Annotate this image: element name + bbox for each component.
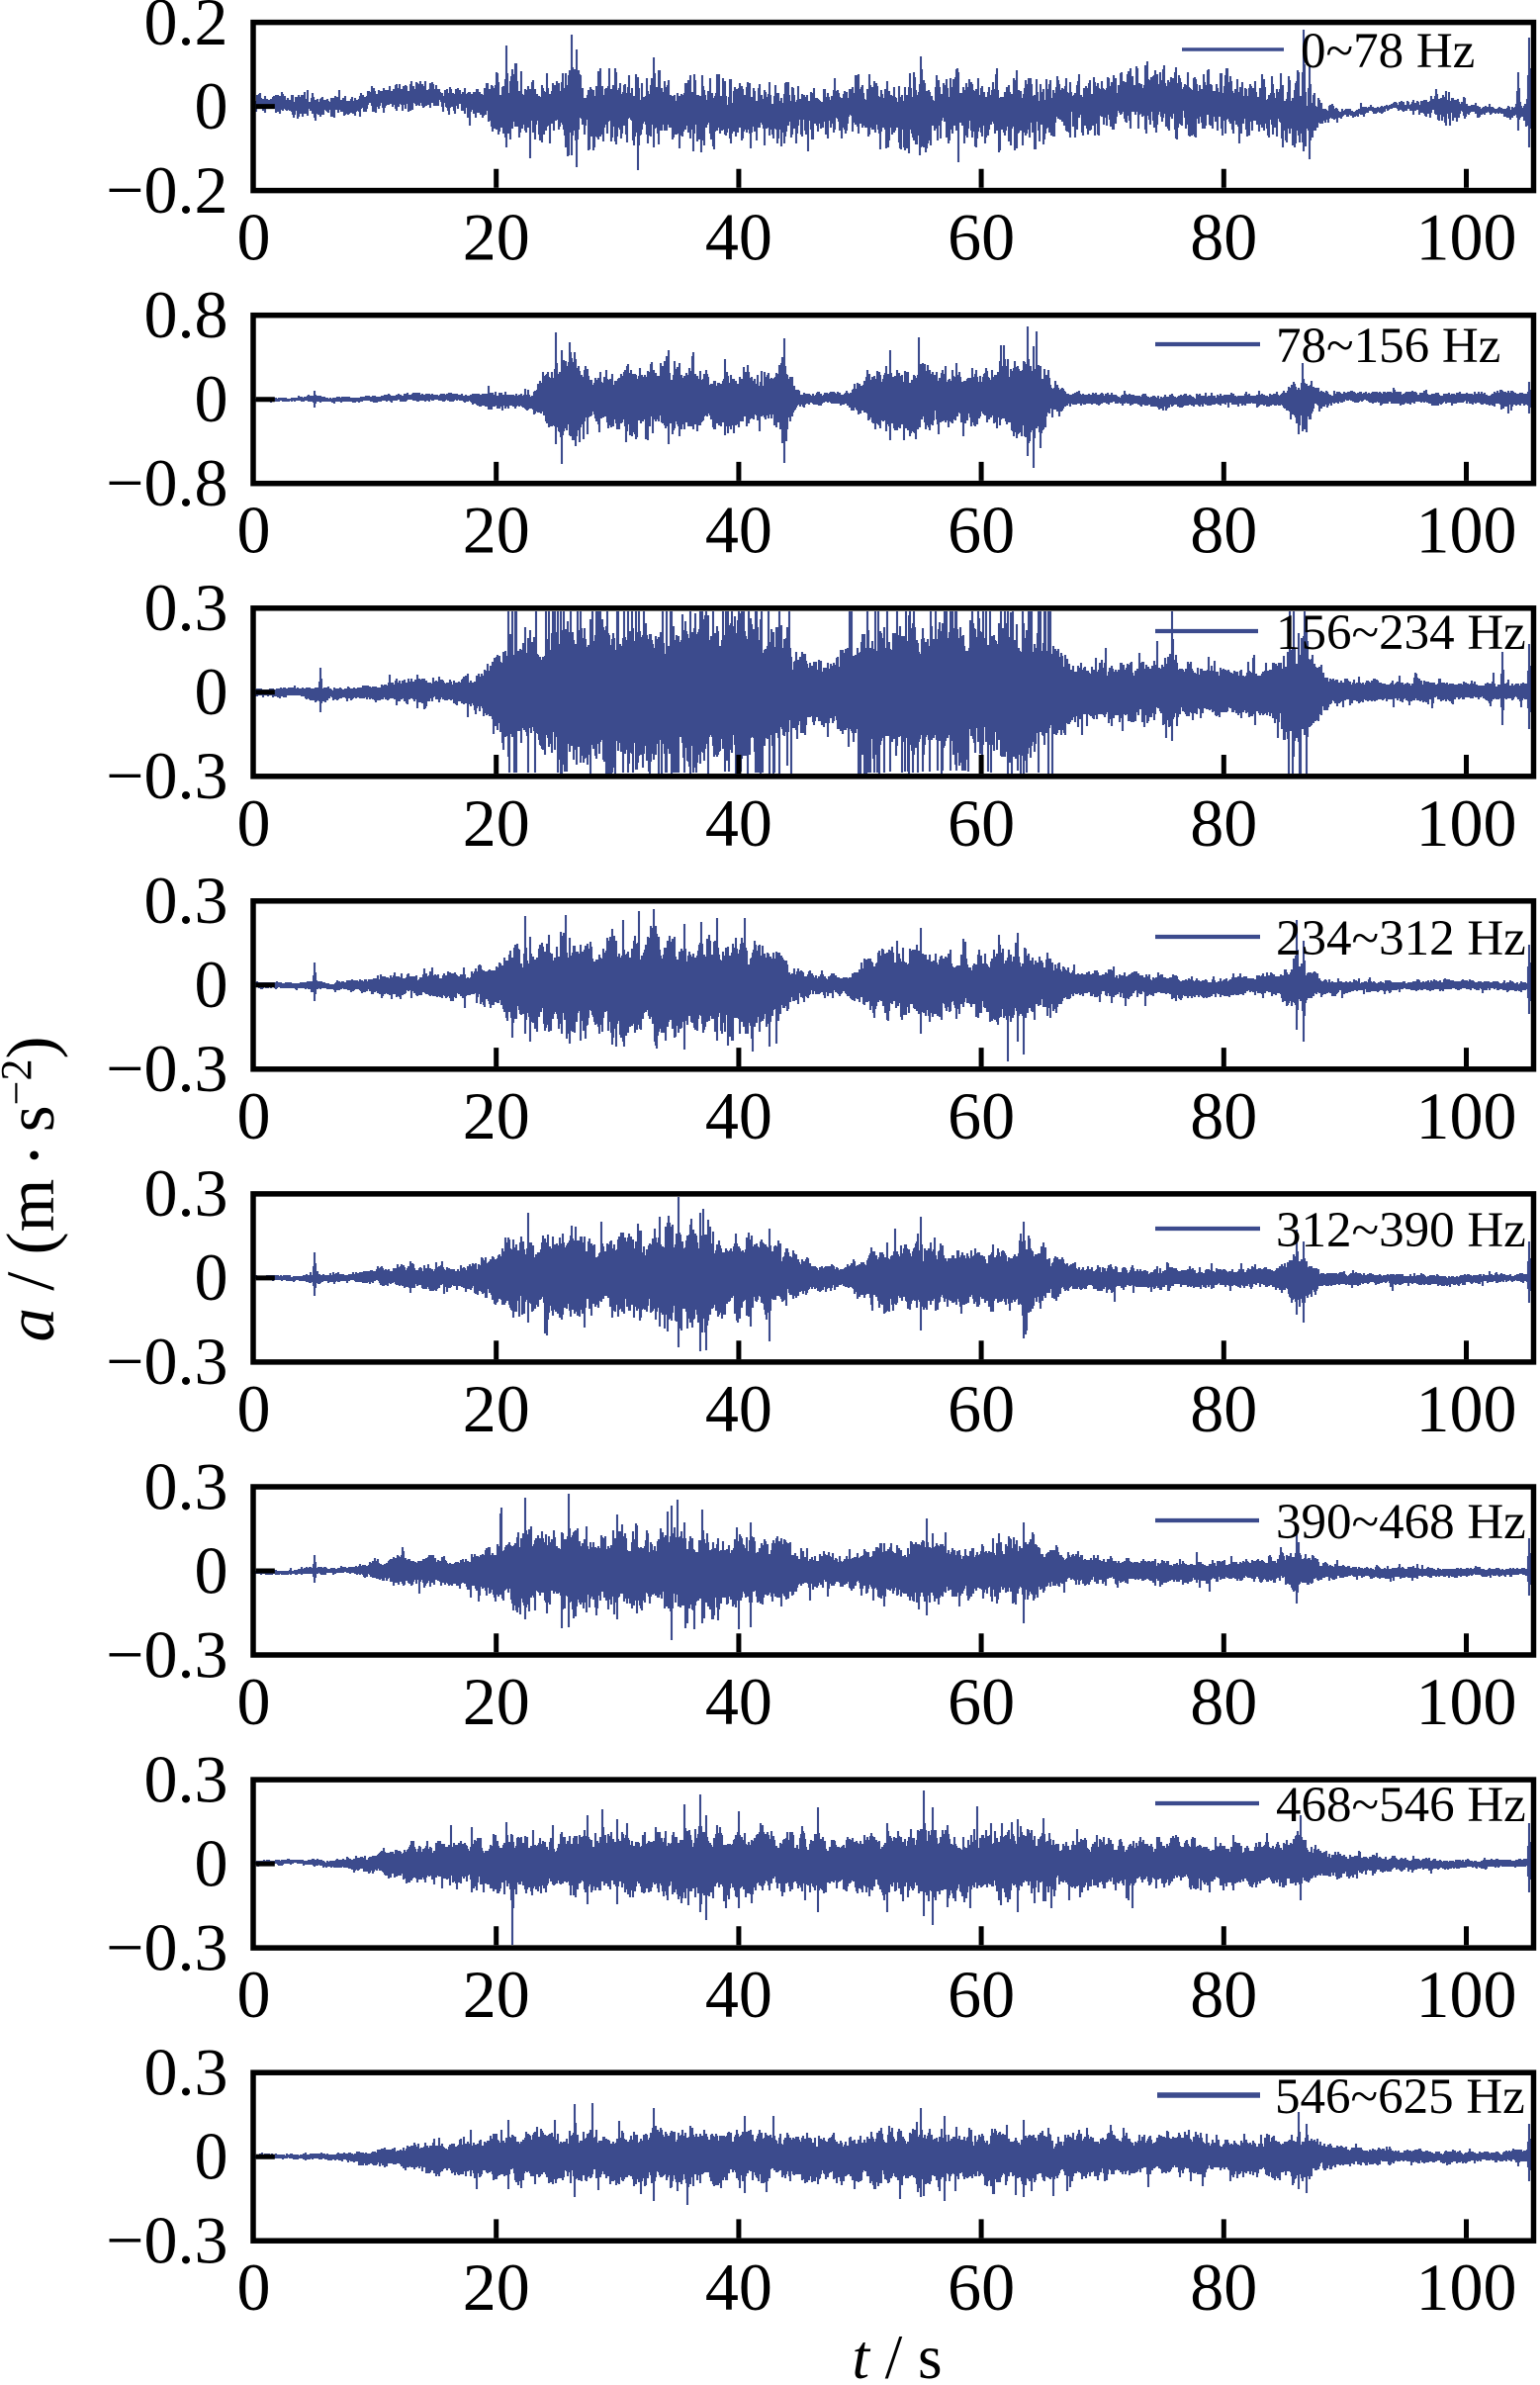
svg-text:0: 0 bbox=[237, 1078, 271, 1153]
svg-text:80: 80 bbox=[1190, 1664, 1257, 1739]
svg-text:−0.8: −0.8 bbox=[106, 445, 227, 520]
svg-text:0~78 Hz: 0~78 Hz bbox=[1301, 24, 1475, 79]
svg-text:60: 60 bbox=[948, 493, 1015, 568]
svg-text:468~546 Hz: 468~546 Hz bbox=[1276, 1778, 1526, 1833]
svg-text:0: 0 bbox=[195, 947, 228, 1022]
svg-text:0.8: 0.8 bbox=[144, 277, 228, 352]
svg-text:80: 80 bbox=[1190, 785, 1257, 861]
svg-text:20: 20 bbox=[463, 1078, 530, 1153]
svg-text:0.3: 0.3 bbox=[144, 1741, 228, 1816]
svg-text:80: 80 bbox=[1190, 1957, 1257, 2032]
svg-text:20: 20 bbox=[463, 2249, 530, 2325]
svg-text:−0.3: −0.3 bbox=[106, 2202, 227, 2277]
svg-text:60: 60 bbox=[948, 1371, 1015, 1446]
svg-text:100: 100 bbox=[1416, 785, 1517, 861]
svg-text:20: 20 bbox=[463, 1371, 530, 1446]
svg-text:20: 20 bbox=[463, 493, 530, 568]
svg-text:100: 100 bbox=[1416, 1078, 1517, 1153]
svg-text:60: 60 bbox=[948, 785, 1015, 861]
svg-text:−0.3: −0.3 bbox=[106, 1324, 227, 1399]
svg-text:100: 100 bbox=[1416, 1371, 1517, 1446]
svg-text:100: 100 bbox=[1416, 2249, 1517, 2325]
svg-text:0.3: 0.3 bbox=[144, 1155, 228, 1231]
svg-text:390~468 Hz: 390~468 Hz bbox=[1276, 1495, 1526, 1550]
svg-text:−0.2: −0.2 bbox=[106, 152, 227, 228]
svg-text:0: 0 bbox=[195, 1825, 228, 1900]
svg-text:0: 0 bbox=[195, 1532, 228, 1607]
svg-text:80: 80 bbox=[1190, 2249, 1257, 2325]
svg-text:0: 0 bbox=[195, 361, 228, 436]
svg-text:100: 100 bbox=[1416, 200, 1517, 275]
svg-text:−0.3: −0.3 bbox=[106, 1616, 227, 1692]
svg-text:60: 60 bbox=[948, 1664, 1015, 1739]
svg-text:40: 40 bbox=[705, 493, 772, 568]
svg-text:78~156 Hz: 78~156 Hz bbox=[1276, 319, 1500, 374]
svg-text:0.3: 0.3 bbox=[144, 1448, 228, 1523]
svg-text:0.3: 0.3 bbox=[144, 863, 228, 938]
svg-text:0: 0 bbox=[195, 68, 228, 143]
svg-text:0: 0 bbox=[237, 2249, 271, 2325]
svg-text:40: 40 bbox=[705, 785, 772, 861]
svg-text:100: 100 bbox=[1416, 1957, 1517, 2032]
svg-text:546~625 Hz: 546~625 Hz bbox=[1275, 2069, 1525, 2125]
svg-text:20: 20 bbox=[463, 200, 530, 275]
svg-text:60: 60 bbox=[948, 2249, 1015, 2325]
svg-text:20: 20 bbox=[463, 785, 530, 861]
svg-text:0: 0 bbox=[237, 1957, 271, 2032]
svg-text:0: 0 bbox=[237, 785, 271, 861]
svg-text:0: 0 bbox=[237, 1371, 271, 1446]
svg-text:−0.3: −0.3 bbox=[106, 1031, 227, 1106]
svg-text:0: 0 bbox=[195, 2118, 228, 2193]
svg-text:0.3: 0.3 bbox=[144, 2034, 228, 2109]
svg-text:60: 60 bbox=[948, 200, 1015, 275]
svg-text:0.2: 0.2 bbox=[144, 0, 228, 59]
svg-text:60: 60 bbox=[948, 1957, 1015, 2032]
svg-text:100: 100 bbox=[1416, 1664, 1517, 1739]
svg-text:20: 20 bbox=[463, 1957, 530, 2032]
svg-text:80: 80 bbox=[1190, 1078, 1257, 1153]
svg-text:80: 80 bbox=[1190, 493, 1257, 568]
svg-text:0: 0 bbox=[237, 200, 271, 275]
svg-text:40: 40 bbox=[705, 200, 772, 275]
svg-text:−0.3: −0.3 bbox=[106, 738, 227, 813]
svg-text:80: 80 bbox=[1190, 1371, 1257, 1446]
svg-text:156~234 Hz: 156~234 Hz bbox=[1276, 605, 1526, 661]
svg-text:234~312 Hz: 234~312 Hz bbox=[1276, 911, 1526, 966]
svg-text:20: 20 bbox=[463, 1664, 530, 1739]
svg-text:40: 40 bbox=[705, 2249, 772, 2325]
svg-text:40: 40 bbox=[705, 1957, 772, 2032]
svg-text:312~390 Hz: 312~390 Hz bbox=[1276, 1203, 1526, 1258]
svg-text:−0.3: −0.3 bbox=[106, 1909, 227, 1984]
svg-text:t / s: t / s bbox=[852, 2323, 942, 2380]
svg-text:40: 40 bbox=[705, 1371, 772, 1446]
svg-text:40: 40 bbox=[705, 1664, 772, 1739]
svg-text:80: 80 bbox=[1190, 200, 1257, 275]
svg-text:100: 100 bbox=[1416, 493, 1517, 568]
svg-text:0: 0 bbox=[195, 654, 228, 729]
svg-text:40: 40 bbox=[705, 1078, 772, 1153]
svg-text:0: 0 bbox=[195, 1239, 228, 1315]
svg-text:0: 0 bbox=[237, 493, 271, 568]
svg-text:0: 0 bbox=[237, 1664, 271, 1739]
svg-text:60: 60 bbox=[948, 1078, 1015, 1153]
svg-text:0.3: 0.3 bbox=[144, 570, 228, 645]
